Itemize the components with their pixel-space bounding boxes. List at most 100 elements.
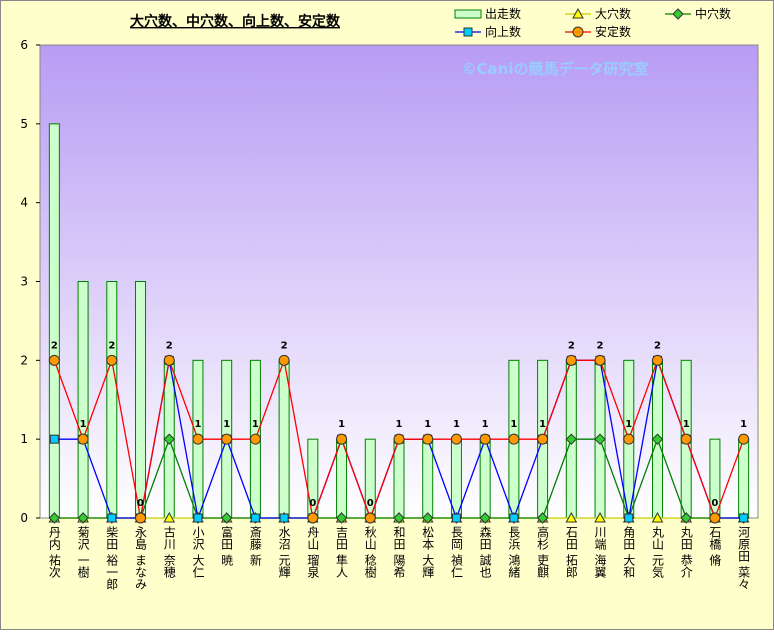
bar (106, 281, 118, 519)
marker (336, 433, 348, 445)
marker (739, 513, 749, 523)
legend-label: 大穴数 (595, 6, 631, 21)
data-label: 1 (625, 419, 632, 430)
x-tick-label: 長岡 禎仁 (449, 526, 463, 578)
bar (450, 438, 462, 519)
marker (422, 512, 434, 524)
data-label: 1 (252, 419, 259, 430)
legend-label: 向上数 (485, 24, 521, 39)
marker (680, 512, 692, 524)
y-tick-label: 4 (20, 196, 28, 210)
x-tick-label: 石田 拓郎 (564, 526, 578, 578)
marker (279, 513, 289, 523)
marker (623, 433, 635, 445)
marker (393, 512, 405, 524)
marker (163, 511, 176, 523)
data-label: 1 (338, 419, 345, 430)
bar (479, 438, 491, 519)
marker (536, 512, 549, 524)
marker (278, 354, 290, 366)
legend-marker (572, 26, 584, 38)
bar (77, 281, 89, 519)
legend-marker (672, 8, 684, 20)
data-label: 1 (194, 419, 201, 430)
data-label: 0 (711, 498, 718, 509)
marker (479, 433, 491, 445)
marker (565, 511, 578, 523)
watermark: ©Caniの競馬データ研究室 (462, 60, 649, 78)
marker (738, 433, 750, 445)
data-label: 2 (51, 340, 58, 351)
data-label: 1 (453, 419, 460, 430)
marker (48, 512, 61, 524)
data-label: 1 (396, 419, 403, 430)
x-tick-label: 松本 大輝 (421, 526, 435, 578)
data-label: 1 (424, 419, 431, 430)
data-label: 1 (510, 419, 517, 430)
data-label: 1 (539, 419, 546, 430)
data-label: 1 (482, 419, 489, 430)
bar (278, 359, 290, 519)
y-tick-label: 0 (20, 511, 28, 525)
legend-label: 中穴数 (695, 6, 731, 21)
x-tick-label: 斎藤 新 (248, 525, 262, 566)
marker (49, 434, 59, 444)
marker (508, 433, 520, 445)
x-tick-label: 小沢 大仁 (191, 526, 205, 578)
y-tick-label: 1 (20, 432, 28, 446)
marker (393, 433, 405, 445)
marker (594, 433, 606, 445)
marker (537, 433, 549, 445)
x-tick-label: 柴田 裕一郎 (105, 526, 119, 590)
data-label: 1 (223, 419, 230, 430)
x-tick-label: 丸山 元気 (650, 526, 664, 579)
marker (651, 511, 664, 523)
legend-label: 出走数 (485, 6, 521, 21)
data-label: 0 (367, 498, 374, 509)
marker (422, 433, 434, 445)
y-tick-label: 2 (20, 353, 28, 367)
x-tick-label: 吉田 隼人 (335, 526, 349, 578)
marker (163, 433, 175, 445)
x-tick-label: 高杉 吏麒 (536, 525, 550, 579)
x-tick-label: 水沼 元輝 (277, 526, 291, 578)
marker (48, 354, 60, 366)
legend-marker (463, 27, 473, 37)
marker (479, 512, 491, 524)
data-label: 0 (137, 498, 144, 509)
x-tick-label: 秋山 稔樹 (363, 526, 377, 578)
marker (307, 512, 319, 524)
marker (192, 433, 204, 445)
x-tick-label: 古川 奈穂 (162, 525, 176, 579)
marker (220, 512, 233, 524)
marker (135, 512, 147, 524)
marker (364, 512, 376, 524)
bar (48, 123, 60, 519)
x-tick-label: 舟山 瑠泉 (306, 526, 320, 578)
data-label: 1 (80, 419, 87, 430)
bar (135, 281, 147, 519)
marker (107, 513, 117, 523)
marker (709, 512, 721, 524)
marker (106, 354, 118, 366)
x-tick-label: 富田 暁 (220, 525, 234, 566)
y-tick-label: 3 (20, 275, 28, 289)
x-tick-label: 石橋 脩 (708, 526, 722, 566)
marker (565, 354, 577, 366)
legend-label: 安定数 (595, 24, 631, 39)
marker (221, 433, 233, 445)
data-label: 2 (281, 340, 288, 351)
x-tick-label: 角田 大和 (622, 526, 636, 578)
marker (565, 433, 578, 445)
data-label: 0 (309, 498, 316, 509)
data-label: 2 (166, 340, 173, 351)
chart-title: 大穴数、中穴数、向上数、安定数 (130, 13, 341, 30)
legend-swatch (454, 9, 482, 19)
data-label: 1 (740, 419, 747, 430)
y-tick-label: 5 (20, 117, 28, 131)
marker (651, 433, 664, 445)
marker (680, 433, 692, 445)
x-tick-label: 和田 陽希 (392, 526, 406, 578)
x-tick-label: 河原田 菜々 (737, 526, 751, 590)
